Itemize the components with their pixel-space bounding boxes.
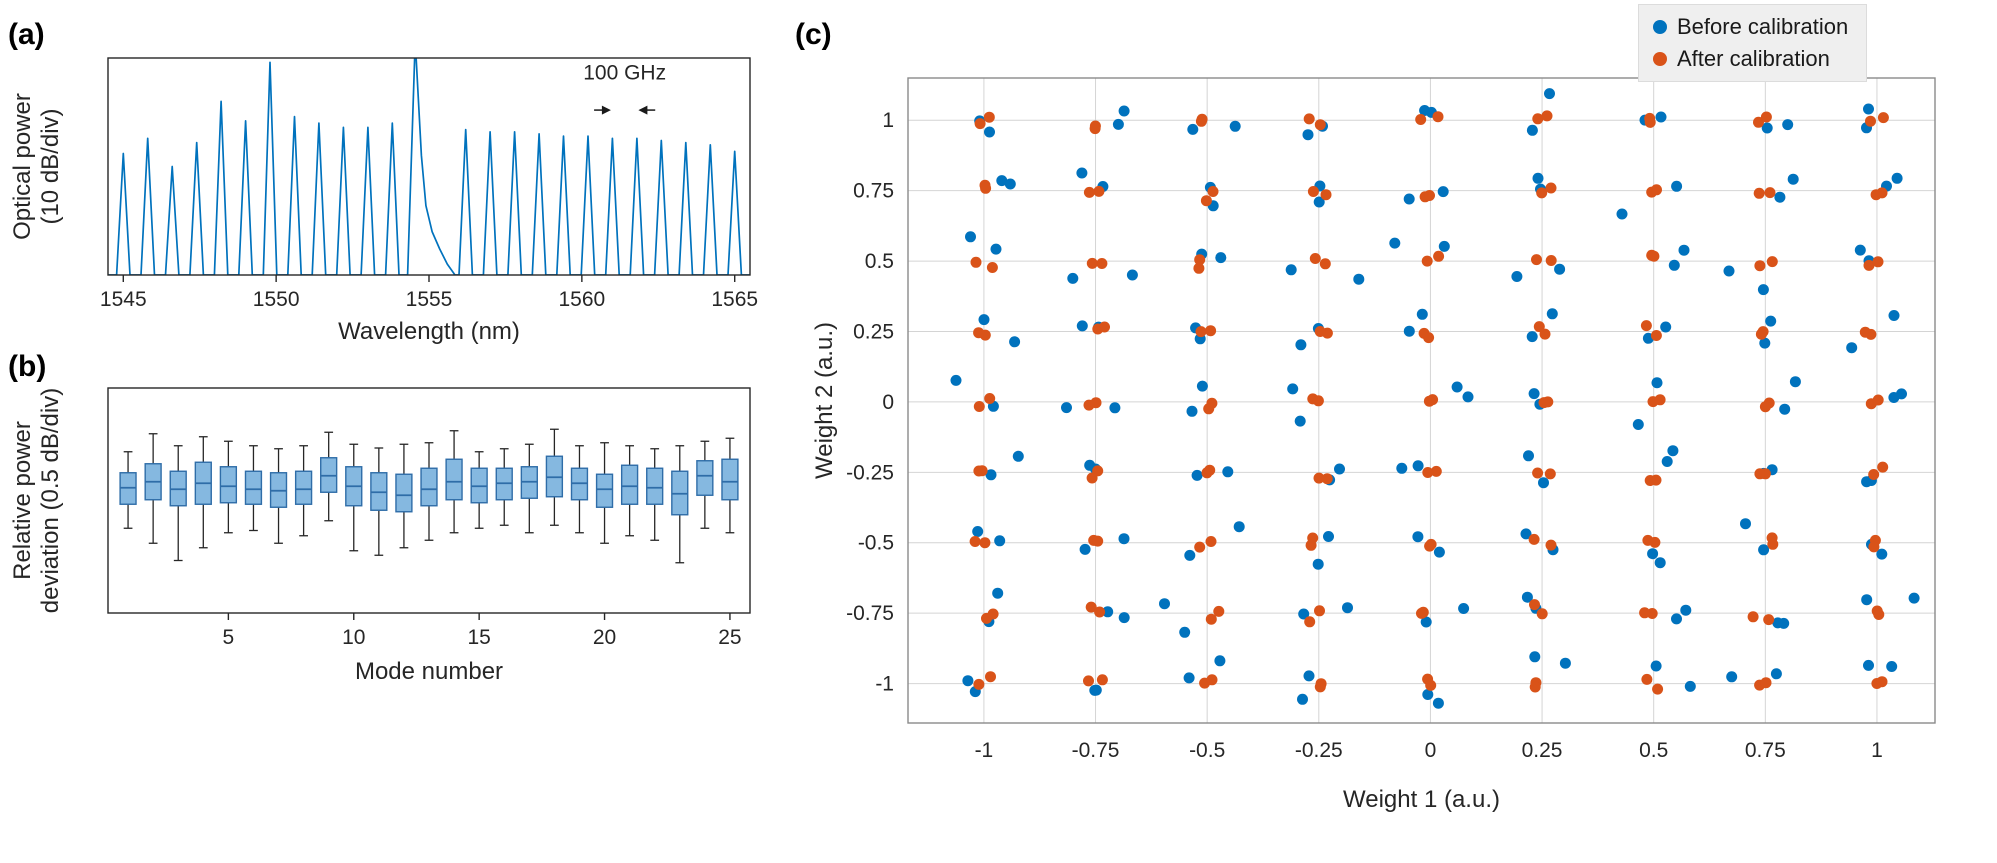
y-tick-label: -0.25 xyxy=(846,461,894,484)
y-tick-label: -1 xyxy=(875,673,894,696)
scatter-series-after-calibration xyxy=(969,110,1889,695)
plot-frame xyxy=(907,77,1936,724)
x-tick-label: 1565 xyxy=(711,288,758,311)
comb-trace xyxy=(108,58,750,275)
x-tick-label: 15 xyxy=(467,626,490,649)
optical-spectrum-chart: 1545 1550 1555 1560 1565 Wavelength (nm) Optic… xyxy=(9,57,758,345)
x-tick-label: 5 xyxy=(223,626,235,649)
after-calibration-marker-icon xyxy=(1653,52,1667,66)
before-calibration-marker-icon xyxy=(1653,20,1667,34)
x-tick-label: -0.75 xyxy=(1072,739,1120,762)
x-tick-label: 0.75 xyxy=(1745,739,1786,762)
y-axis-label-line1: Optical power xyxy=(9,93,36,240)
legend-label-before-calibration: Before calibration xyxy=(1677,14,1849,39)
x-tick-label: 1555 xyxy=(406,288,453,311)
x-tick-label: 1560 xyxy=(558,288,605,311)
box-mode-14 xyxy=(445,458,463,501)
box-mode-20 xyxy=(595,473,614,508)
y-axis-label-line1: Relative power xyxy=(9,421,36,580)
plot-frame xyxy=(107,387,751,614)
x-tick-label: 25 xyxy=(718,626,741,649)
box-mode-5 xyxy=(219,466,238,504)
x-axis-label: Weight 1 (a.u.) xyxy=(1343,786,1500,813)
box-mode-6 xyxy=(244,470,263,505)
y-tick-label: 0.5 xyxy=(865,250,894,273)
legend-item-after-calibration: After calibration xyxy=(1653,45,1848,73)
spacing-annotation: 100 GHz xyxy=(583,62,666,85)
y-axis-label-line2: deviation (0.5 dB/div) xyxy=(37,388,64,613)
power-deviation-boxplot-chart: 5 10 15 20 25 Mode number Relative power deviat… xyxy=(9,387,751,685)
x-tick-label: 0.25 xyxy=(1522,739,1563,762)
panel-a-label: (a) xyxy=(8,18,45,51)
x-tick-label: 20 xyxy=(593,626,616,649)
x-tick-label: 1545 xyxy=(100,288,147,311)
panel-c-label: (c) xyxy=(795,18,832,51)
x-tick-label: -1 xyxy=(975,739,994,762)
y-tick-label: 0.75 xyxy=(853,180,894,203)
x-tick-label: -0.25 xyxy=(1295,739,1343,762)
panel-b-label: (b) xyxy=(8,350,47,383)
box-mode-12 xyxy=(395,473,413,513)
y-tick-label: -0.75 xyxy=(846,602,894,625)
x-tick-label: 1 xyxy=(1871,739,1883,762)
x-tick-label: 10 xyxy=(342,626,365,649)
y-tick-label: 1 xyxy=(882,109,894,132)
box-mode-8 xyxy=(294,470,313,505)
box-mode-13 xyxy=(420,467,438,507)
x-axis-label: Mode number xyxy=(355,658,503,685)
y-tick-label: 0 xyxy=(882,391,894,414)
x-tick-label: 1550 xyxy=(253,288,300,311)
x-tick-label: 0.5 xyxy=(1639,739,1668,762)
x-axis-label: Wavelength (nm) xyxy=(338,318,520,345)
right-arrowhead-icon xyxy=(638,105,648,115)
legend-label-after-calibration: After calibration xyxy=(1677,46,1830,71)
plot-frame xyxy=(107,57,751,276)
box-mode-21 xyxy=(620,464,639,505)
calibration-legend: Before calibration After calibration xyxy=(1638,4,1868,82)
boxplot-series xyxy=(119,428,739,564)
box-mode-25 xyxy=(721,458,739,501)
weight-calibration-scatter-chart: -1 -1 -0.75 -0.75 -0.5 -0.5 -0.25 -0.25 0 0 0.25 0.… xyxy=(811,77,1936,813)
box-mode-24 xyxy=(696,460,714,496)
x-tick-label: 0 xyxy=(1425,739,1437,762)
y-tick-label: -0.5 xyxy=(858,532,894,555)
y-axis-label: Weight 2 (a.u.) xyxy=(811,322,838,479)
y-tick-label: 0.25 xyxy=(853,320,894,343)
box-mode-22 xyxy=(646,467,664,505)
left-arrowhead-icon xyxy=(601,105,611,115)
legend-item-before-calibration: Before calibration xyxy=(1653,13,1848,41)
y-axis-label-line2: (10 dB/div) xyxy=(37,108,64,224)
x-tick-label: -0.5 xyxy=(1189,739,1225,762)
